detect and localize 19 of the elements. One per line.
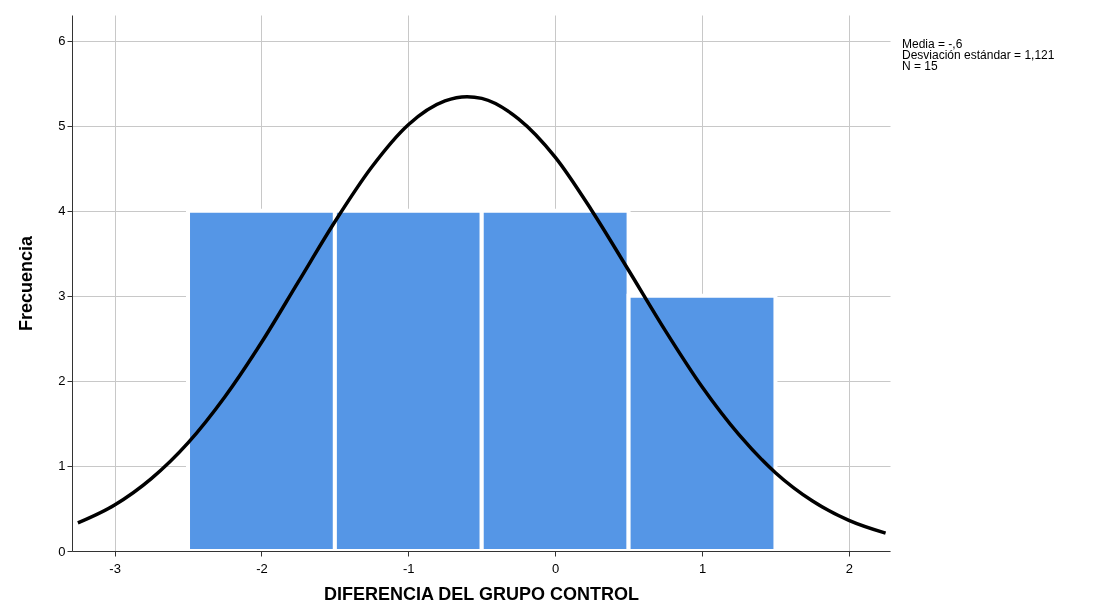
y-tick-label: 2 [58,373,66,389]
y-tick-label: 1 [58,458,66,474]
y-tick-label: 3 [58,288,66,304]
text: Desviación estándar = 1,121 [902,48,1055,62]
x-tick-label: 1 [698,560,707,576]
y-tick-label: 0 [58,543,66,559]
y-axis-title: Frecuencia [16,234,37,332]
y-tick-label: 6 [58,33,66,49]
x-tick-label: -3 [109,560,121,576]
y-tick-label: 4 [58,203,66,219]
line-series [76,94,888,535]
x-tick-label: -1 [403,560,415,576]
text: Media = -,6 [902,37,963,51]
y-tick-label: 5 [58,118,66,134]
x-axis-title: DIFERENCIA DEL GRUPO CONTROL [323,583,640,604]
text: N = 15 [902,59,939,73]
x-tick-label: 2 [845,560,853,576]
x-tick-label: 0 [552,560,560,576]
x-tick-label: -2 [256,560,268,576]
